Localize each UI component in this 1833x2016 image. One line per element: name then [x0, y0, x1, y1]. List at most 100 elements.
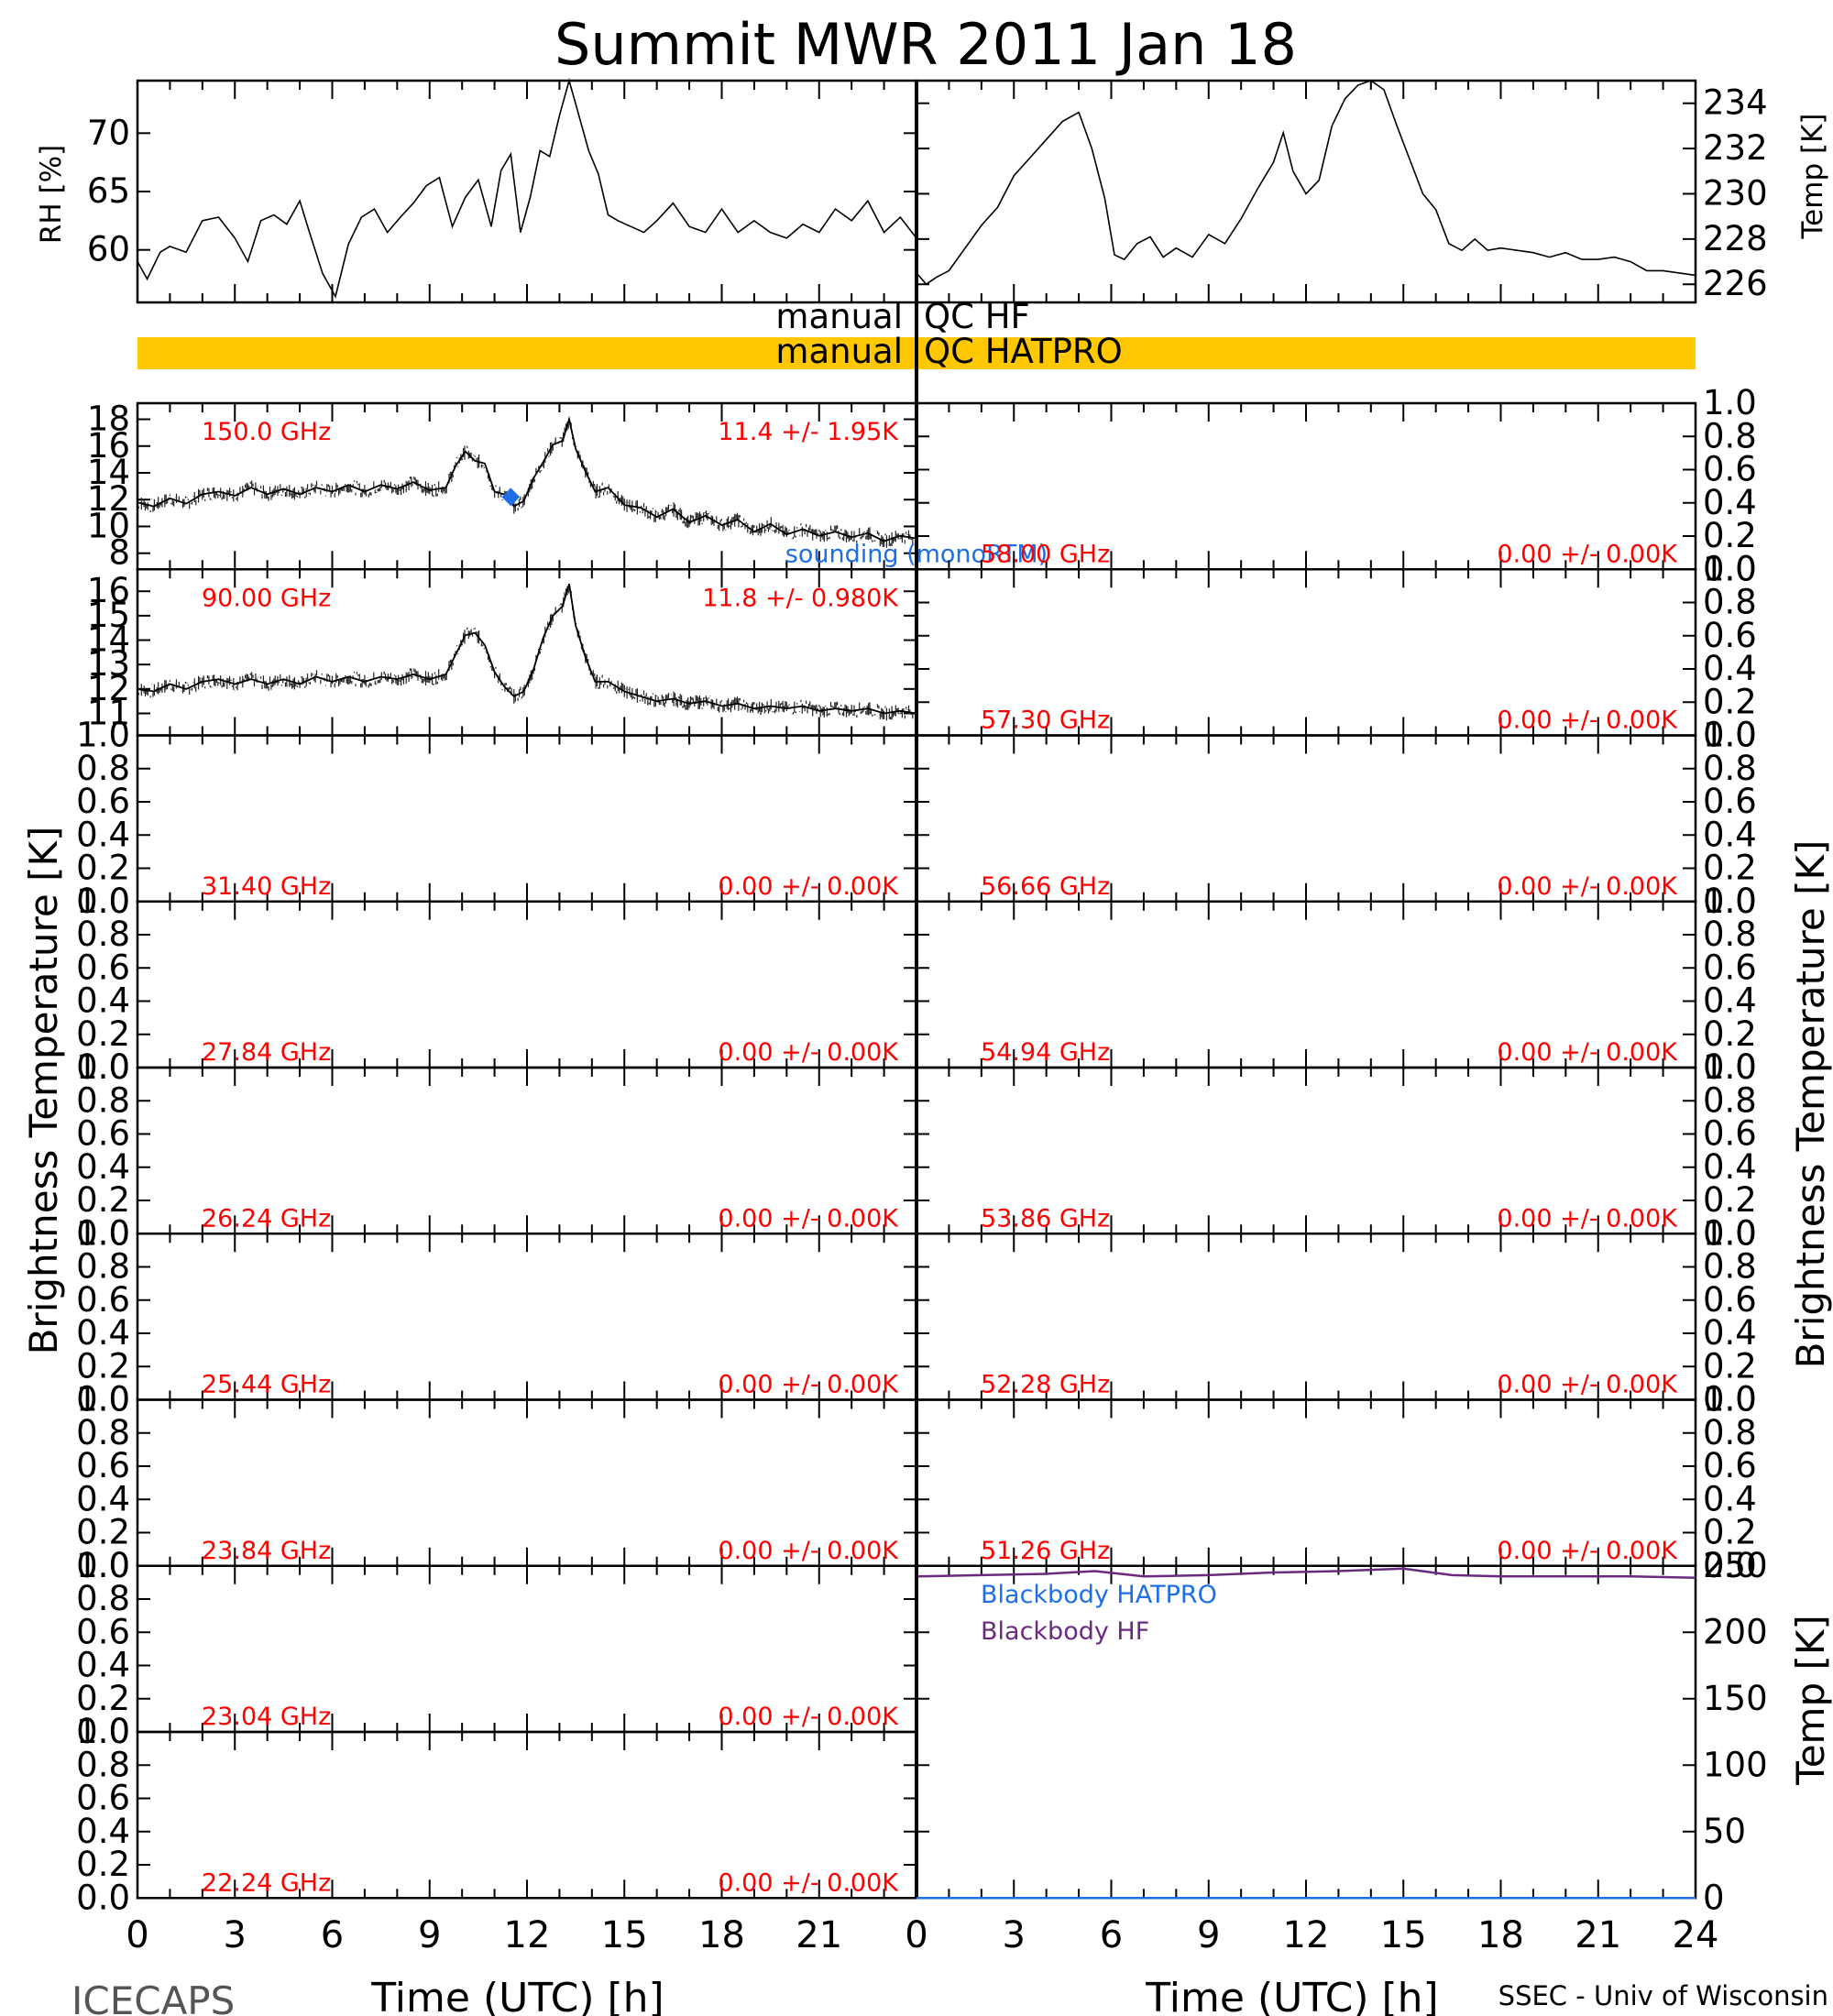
left-x-tick-label: 12 [504, 1914, 551, 1956]
tb-ytick-label: 0.4 [1703, 1147, 1757, 1187]
bb-ytick-label: 150 [1703, 1679, 1768, 1718]
tb-ytick-label: 0.6 [1703, 1446, 1757, 1485]
tb-ytick-label: 16 [87, 426, 130, 466]
tb-ytick-label: 1.0 [1703, 383, 1757, 422]
temp-panel: 226 228 230 232 234 [915, 79, 1768, 304]
tb-stats-label: 0.00 +/- 0.00K [1497, 1371, 1678, 1399]
tb-ytick-label: 0.8 [76, 1247, 130, 1287]
tb-frequency-label: 31.40 GHz [202, 872, 331, 901]
tb-stats-label: 0.00 +/- 0.00K [718, 1868, 899, 1897]
right-x-tick-label: 0 [905, 1914, 927, 1956]
tb-frequency-label: 51.26 GHz [981, 1537, 1110, 1565]
temp-ytick-label: 228 [1703, 219, 1768, 258]
left-x-tick-label: 3 [224, 1914, 247, 1956]
left-x-tick-label: 0 [126, 1914, 148, 1956]
blackbody-axis-title: Temp [K] [1788, 1615, 1833, 1786]
right-x-tick-label: 21 [1575, 1914, 1621, 1956]
tb-frequency-label: 54.94 GHz [981, 1038, 1110, 1067]
qc-hatpro-label-left: manual [775, 332, 903, 371]
tb-ytick-label: 0.0 [1703, 1380, 1757, 1419]
tb-ytick-label: 0.2 [76, 1845, 130, 1884]
tb-ytick-label: 0.2 [76, 1679, 130, 1718]
tb-ytick-label: 11 [87, 694, 130, 733]
tb-panel: 0.00.20.40.60.81.057.30 GHz 0.00 +/- 0.00… [915, 549, 1757, 755]
tb-ytick-label: 0.4 [1703, 649, 1757, 688]
tb-ytick-label: 0.2 [1703, 1346, 1757, 1386]
tb-frequency-label: 58.00 GHz [981, 540, 1110, 568]
tb-ytick-label: 13 [87, 644, 130, 684]
tb-frequency-label: 23.84 GHz [202, 1537, 331, 1565]
tb-ytick-label: 0.6 [76, 782, 130, 821]
tb-frequency-label: 56.66 GHz [981, 872, 1110, 901]
tb-ytick-label: 0.0 [76, 1546, 130, 1585]
tb-stats-label: 0.00 +/- 0.00K [718, 1038, 899, 1067]
tb-ytick-label: 0.4 [1703, 483, 1757, 522]
right-x-axis-title: Time (UTC) [h] [1145, 1975, 1438, 2016]
tb-ytick-label: 14 [87, 453, 130, 492]
left-x-tick-label: 9 [418, 1914, 441, 1956]
tb-series-line [137, 415, 917, 542]
tb-ytick-label: 16 [87, 571, 130, 610]
tb-ytick-label: 0.8 [76, 915, 130, 954]
left-x-tick-label: 15 [601, 1914, 648, 1956]
right-x-tick-label: 18 [1477, 1914, 1524, 1956]
tb-ytick-label: 0.8 [1703, 1413, 1757, 1452]
tb-frequency-label: 25.44 GHz [202, 1371, 331, 1399]
tb-ytick-label: 1.0 [1703, 1213, 1757, 1253]
tb-ytick-label: 0.4 [76, 1479, 130, 1518]
tb-frequency-label: 22.24 GHz [202, 1868, 331, 1897]
tb-ytick-label: 18 [87, 400, 130, 439]
tb-series-line [137, 583, 917, 715]
temp-ytick-label: 232 [1703, 128, 1768, 168]
tb-ytick-label: 1.0 [76, 1213, 130, 1253]
rh-ytick-label: 60 [87, 230, 130, 269]
tb-ytick-label: 0.6 [1703, 1280, 1757, 1320]
tb-ytick-label: 1.0 [1703, 549, 1757, 588]
tb-ytick-label: 0.4 [76, 1313, 130, 1353]
tb-ytick-label: 0.8 [1703, 1080, 1757, 1120]
tb-ytick-label: 1.0 [76, 1712, 130, 1751]
tb-ytick-label: 0.8 [76, 1579, 130, 1618]
right-x-tick-label: 3 [1003, 1914, 1026, 1956]
tb-stats-label: 0.00 +/- 0.00K [718, 872, 899, 901]
tb-stats-label: 0.00 +/- 0.00K [718, 1537, 899, 1565]
temp-ytick-label: 226 [1703, 264, 1768, 303]
sounding-point [501, 488, 521, 507]
bb-ytick-label: 250 [1703, 1546, 1768, 1585]
footer-ssec: SSEC - Univ of Wisconsin [1498, 1980, 1828, 2011]
tb-frequency-label: 27.84 GHz [202, 1038, 331, 1067]
temp-ytick-label: 234 [1703, 83, 1768, 123]
tb-ytick-label: 0.2 [1703, 1513, 1757, 1552]
right-tb-axis-title: Brightness Temperature [K] [1788, 840, 1833, 1369]
tb-stats-label: 11.4 +/- 1.95K [718, 418, 899, 446]
tb-ytick-label: 0.4 [76, 815, 130, 854]
tb-frequency-label: 23.04 GHz [202, 1703, 331, 1731]
tb-stats-label: 0.00 +/- 0.00K [1497, 1537, 1678, 1565]
left-tb-axis-title: Brightness Temperature [K] [21, 827, 66, 1355]
tb-ytick-label: 0.2 [1703, 1180, 1757, 1220]
blackbody-series-line [916, 1567, 1696, 1580]
tb-ytick-label: 0.4 [1703, 815, 1757, 854]
tb-ytick-label: 0.4 [1703, 1313, 1757, 1353]
tb-ytick-label: 0.6 [76, 1280, 130, 1320]
right-x-tick-label: 12 [1283, 1914, 1330, 1956]
footer-icecaps: ICECAPS [71, 1978, 235, 2016]
tb-stats-label: 0.00 +/- 0.00K [718, 1371, 899, 1399]
tb-ytick-label: 0.2 [76, 1346, 130, 1386]
tb-ytick-label: 1.0 [76, 1047, 130, 1087]
tb-ytick-label: 0.2 [76, 849, 130, 888]
tb-ytick-label: 0.0 [1703, 1047, 1757, 1087]
tb-ytick-label: 0.0 [76, 1712, 130, 1751]
tb-ytick-label: 0.8 [1703, 583, 1757, 622]
blackbody-legend-label: Blackbody HF [981, 1617, 1149, 1646]
tb-ytick-label: 0.0 [1703, 549, 1757, 588]
tb-stats-label: 0.00 +/- 0.00K [1497, 872, 1678, 901]
tb-ytick-label: 0.2 [1703, 1014, 1757, 1054]
tb-ytick-label: 0.2 [1703, 849, 1757, 888]
tb-ytick-label: 0.6 [76, 1779, 130, 1818]
tb-frequency-label: 90.00 GHz [202, 584, 331, 612]
tb-ytick-label: 1.0 [76, 716, 130, 755]
tb-panel: 0.00.20.40.60.81.022.24 GHz 0.00 +/- 0.00… [76, 1712, 918, 1917]
